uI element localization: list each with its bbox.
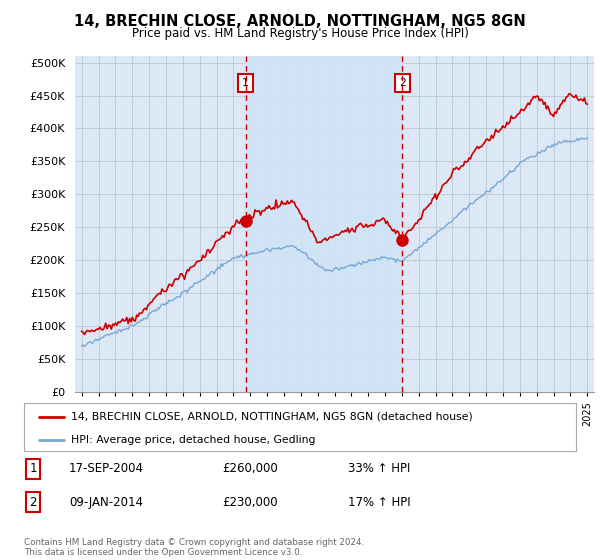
Text: 14, BRECHIN CLOSE, ARNOLD, NOTTINGHAM, NG5 8GN (detached house): 14, BRECHIN CLOSE, ARNOLD, NOTTINGHAM, N… [71, 412, 473, 422]
Text: HPI: Average price, detached house, Gedling: HPI: Average price, detached house, Gedl… [71, 435, 316, 445]
Text: 17% ↑ HPI: 17% ↑ HPI [348, 496, 410, 509]
Bar [245, 56, 403, 392]
Text: Contains HM Land Registry data © Crown copyright and database right 2024.
This d: Contains HM Land Registry data © Crown c… [24, 538, 364, 557]
Text: 17-SEP-2004: 17-SEP-2004 [69, 462, 144, 475]
Text: £260,000: £260,000 [222, 462, 278, 475]
Text: 14, BRECHIN CLOSE, ARNOLD, NOTTINGHAM, NG5 8GN: 14, BRECHIN CLOSE, ARNOLD, NOTTINGHAM, N… [74, 14, 526, 29]
Text: 09-JAN-2014: 09-JAN-2014 [69, 496, 143, 509]
Text: 33% ↑ HPI: 33% ↑ HPI [348, 462, 410, 475]
Text: 2: 2 [399, 78, 406, 88]
Text: £230,000: £230,000 [222, 496, 278, 509]
Text: 2: 2 [29, 496, 37, 509]
Text: 1: 1 [29, 462, 37, 475]
Text: 1: 1 [242, 78, 249, 88]
Text: Price paid vs. HM Land Registry's House Price Index (HPI): Price paid vs. HM Land Registry's House … [131, 27, 469, 40]
